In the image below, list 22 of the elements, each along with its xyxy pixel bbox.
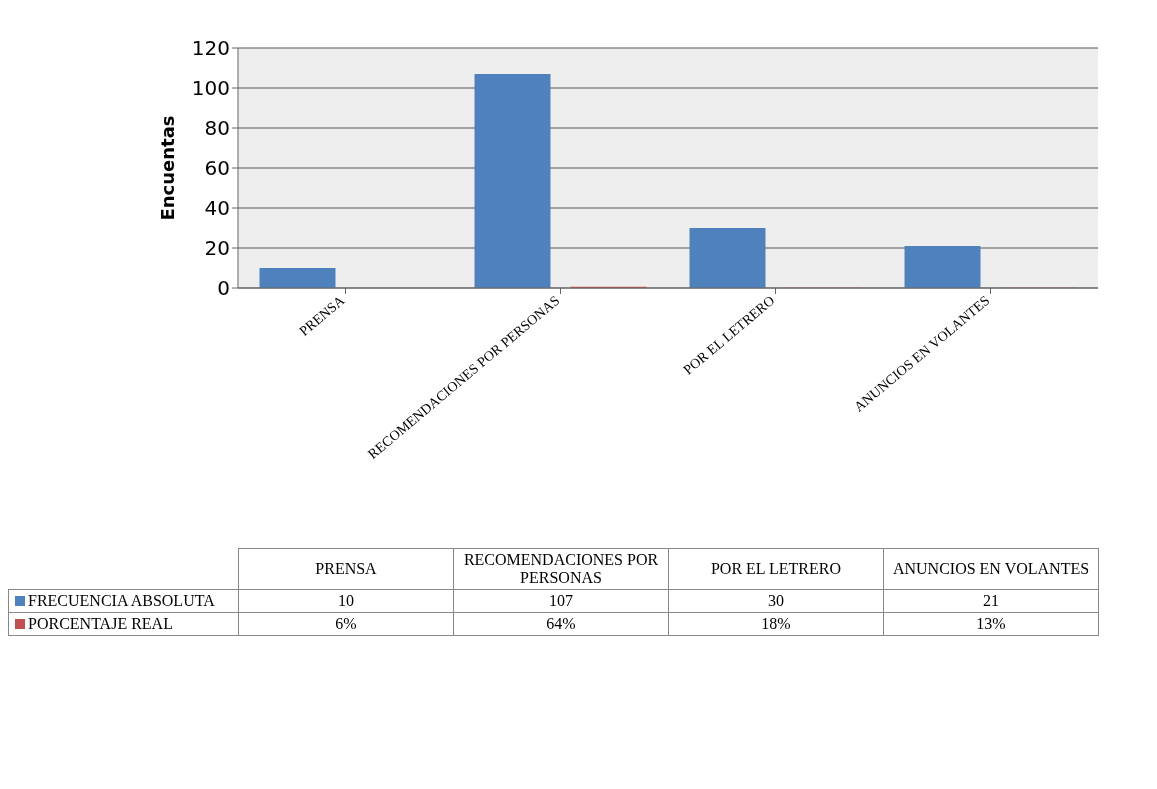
y-tick-label: 0 bbox=[217, 276, 230, 301]
legend-label: FRECUENCIA ABSOLUTA bbox=[8, 589, 239, 613]
data-label: 21 bbox=[883, 589, 1099, 613]
category-label: ANUNCIOS EN VOLANTES bbox=[892, 560, 1090, 577]
data-label: 30 bbox=[668, 589, 884, 613]
data-label: 64% bbox=[453, 612, 669, 636]
category-label: RECOMENDACIONES POR PERSONAS bbox=[463, 551, 659, 586]
y-tick-label: 60 bbox=[204, 156, 230, 181]
y-axis-title: Encuentas bbox=[157, 115, 179, 221]
data-label: 13% bbox=[883, 612, 1099, 636]
y-tick-label: 20 bbox=[204, 236, 230, 261]
data-label: 107 bbox=[453, 589, 669, 613]
y-tick-label: 120 bbox=[191, 36, 230, 61]
y-tick-label: 40 bbox=[204, 196, 230, 221]
category-label: POR EL LETRERO bbox=[710, 560, 842, 577]
data-label: 6% bbox=[238, 612, 454, 636]
category-label: PRENSA bbox=[315, 560, 377, 577]
legend-label: PORCENTAJE REAL bbox=[8, 612, 239, 636]
y-tick-label: 80 bbox=[204, 116, 230, 141]
data-label: 10 bbox=[238, 589, 454, 613]
data-label: 18% bbox=[668, 612, 884, 636]
y-tick-label: 100 bbox=[191, 76, 230, 101]
